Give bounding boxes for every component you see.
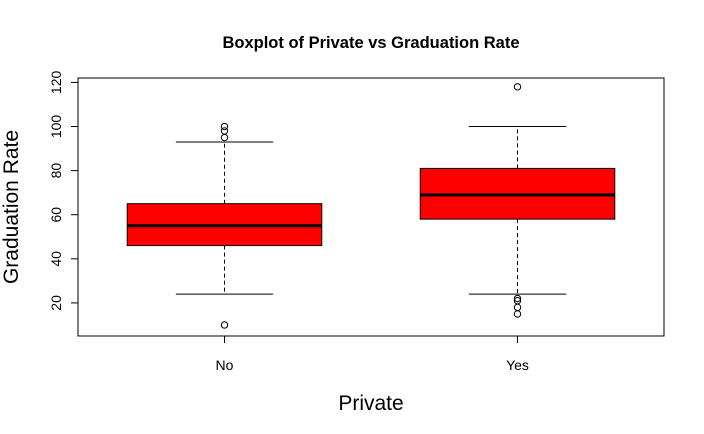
x-axis: No Yes: [216, 335, 529, 373]
outlier-point: [513, 83, 522, 91]
outlier-point: [513, 303, 522, 312]
y-tick-label: 60: [48, 207, 64, 223]
outlier-point: [220, 321, 229, 329]
outlier-point: [513, 310, 522, 318]
chart-title: Boxplot of Private vs Graduation Rate: [222, 34, 519, 52]
outlier-point: [220, 133, 229, 142]
y-tick-label: 80: [48, 163, 64, 179]
x-tick-label: Yes: [506, 357, 529, 373]
y-tick-label: 20: [48, 295, 64, 311]
box-yes: [419, 83, 616, 318]
outlier-point: [220, 122, 229, 131]
x-tick-label: No: [216, 357, 234, 373]
y-axis: 20 40 60 80 100 120: [48, 71, 79, 311]
boxes: [126, 83, 616, 329]
outlier-point: [513, 294, 522, 303]
outlier-point: [220, 127, 229, 135]
x-axis-title: Private: [338, 392, 403, 415]
y-tick-label: 100: [48, 115, 64, 139]
y-tick-label: 120: [48, 71, 64, 95]
outlier-point: [513, 297, 522, 305]
box-no: [126, 122, 323, 329]
y-tick-label: 40: [48, 251, 64, 267]
y-axis-title: Graduation Rate: [0, 130, 23, 284]
